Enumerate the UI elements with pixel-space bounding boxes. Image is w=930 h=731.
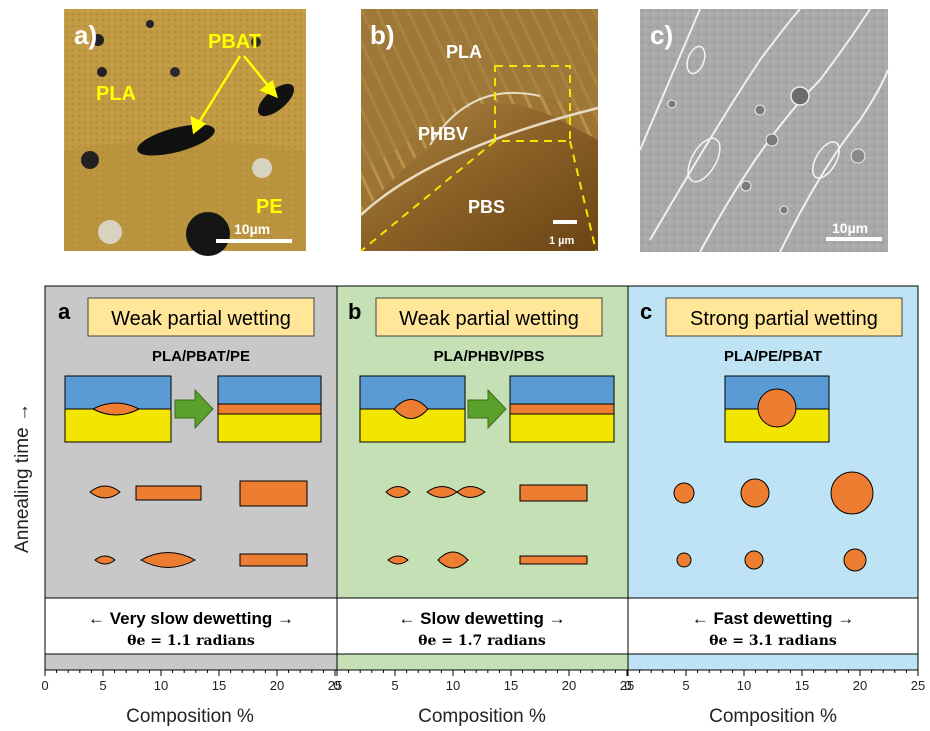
panel-c: c Strong partial wetting PLA/PE/PBAT ← F… <box>640 297 903 649</box>
regime-label: Strong partial wetting <box>690 308 878 330</box>
regime-box <box>375 297 603 337</box>
y-axis-label: Annealing time → <box>12 403 33 553</box>
axis-tick-label: 20 <box>270 678 284 693</box>
contact-angle-label: θe = 1.7 radians <box>418 633 546 649</box>
regime-box <box>87 297 315 337</box>
panel-letter: b <box>348 299 361 324</box>
axis-title: Composition % <box>126 706 254 727</box>
regime-label: Weak partial wetting <box>399 308 579 330</box>
panel-a: a Weak partial wetting PLA/PBAT/PE ← Ver… <box>58 297 322 649</box>
axis-tick-label: 0 <box>624 678 631 693</box>
pointer-arrows <box>190 55 278 135</box>
regime-box <box>665 297 903 337</box>
axis-tick-label: 5 <box>682 678 689 693</box>
panel-letter: c <box>640 299 652 324</box>
axis-tick-label: 25 <box>911 678 925 693</box>
micrograph-panel-letter: b) <box>370 20 395 50</box>
dewetting-band <box>44 597 919 655</box>
phase-label-pbs: PBS <box>468 197 505 217</box>
axis-tick-label: 0 <box>41 678 48 693</box>
system-label: PLA/PBAT/PE <box>152 348 250 365</box>
axis-title: Composition % <box>418 706 546 727</box>
panel-letter: a <box>58 299 71 324</box>
scale-bar <box>216 239 292 243</box>
system-label: PLA/PE/PBAT <box>724 348 822 365</box>
axis-tick-label: 5 <box>391 678 398 693</box>
axis-tick-label: 25 <box>620 678 634 693</box>
axis-tick-label: 15 <box>795 678 809 693</box>
axis-tick-label: 0 <box>333 678 340 693</box>
axis-tick-label: 20 <box>853 678 867 693</box>
composition-axes: 0 5 10 15 20 25 Composition % 0 5 10 15 20 25 Composi… <box>41 669 925 727</box>
axis-tick-label: 20 <box>562 678 576 693</box>
phase-label-pbat: PBAT <box>208 31 261 53</box>
micrograph-b: b) PLA PHBV PBS 1 µm <box>360 9 599 252</box>
axis-tick-label: 10 <box>446 678 460 693</box>
scale-bar <box>553 220 577 224</box>
phase-label-pe: PE <box>256 196 283 218</box>
regime-label: Weak partial wetting <box>111 308 291 330</box>
scale-bar-label: 10µm <box>234 221 270 237</box>
phase-label-phbv: PHBV <box>418 124 468 144</box>
system-label: PLA/PHBV/PBS <box>434 348 545 365</box>
axis-title: Composition % <box>709 706 837 727</box>
dewetting-label: ← Very slow dewetting → <box>88 609 294 628</box>
axis-tick-label: 10 <box>154 678 168 693</box>
dewetting-label: ← Slow dewetting → <box>398 609 565 628</box>
axis-tick-label: 25 <box>328 678 342 693</box>
contact-angle-label: θe = 1.1 radians <box>127 633 255 649</box>
axis-tick-label: 15 <box>504 678 518 693</box>
phase-label-pla: PLA <box>446 42 482 62</box>
micrograph-panel-letter: c) <box>650 20 673 50</box>
axis-tick-label: 15 <box>212 678 226 693</box>
panel-b: b Weak partial wetting PLA/PHBV/PBS ← Sl… <box>348 297 615 649</box>
arrow-icon <box>467 388 507 430</box>
micrograph-c: c) 10µm <box>639 8 889 253</box>
axis-tick-label: 10 <box>737 678 751 693</box>
scale-bar-label: 10µm <box>832 220 868 236</box>
micrograph-a: a) PLA PBAT PE 10µm <box>64 9 306 256</box>
contact-angle-label: θe = 3.1 radians <box>709 633 837 649</box>
phase-label-pla: PLA <box>96 83 136 105</box>
micrograph-panel-letter: a) <box>74 20 97 50</box>
arrow-icon <box>174 388 214 430</box>
scale-bar-label: 1 µm <box>549 235 575 247</box>
scale-bar <box>826 237 882 241</box>
axis-tick-label: 5 <box>99 678 106 693</box>
dewetting-label: ← Fast dewetting → <box>692 609 854 628</box>
